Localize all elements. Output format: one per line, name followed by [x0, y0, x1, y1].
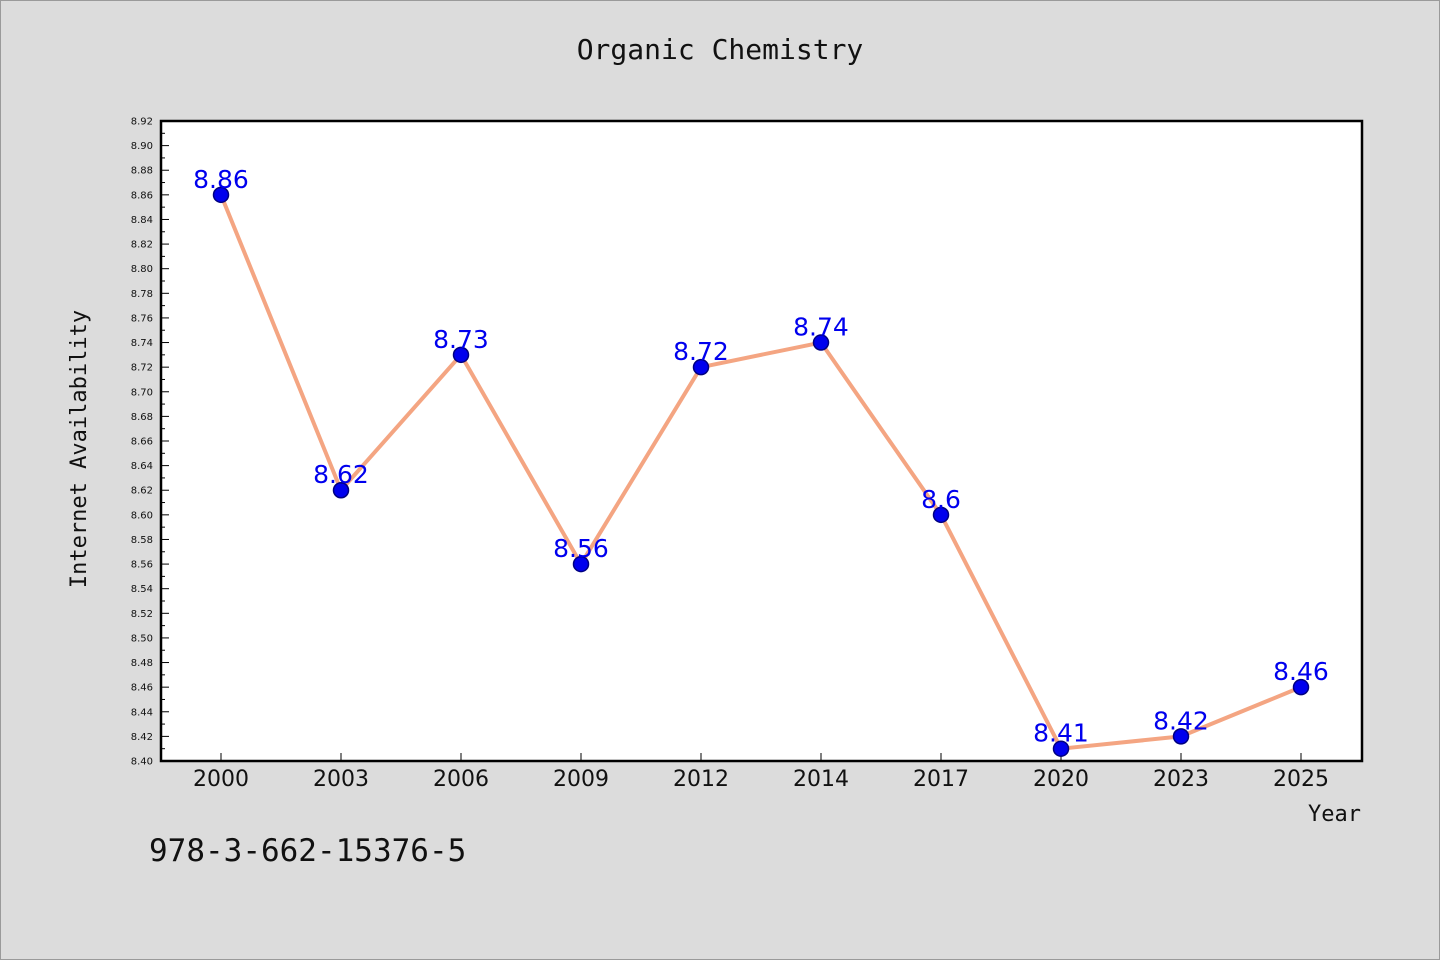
y-tick-label: 8.44 — [131, 707, 153, 718]
data-label: 8.46 — [1273, 657, 1329, 686]
y-tick-label: 8.40 — [131, 757, 153, 768]
data-label: 8.74 — [793, 313, 849, 342]
y-tick-label: 8.92 — [131, 117, 153, 128]
y-tick-label: 8.62 — [131, 486, 153, 497]
data-label: 8.86 — [193, 165, 249, 194]
x-tick-label: 2020 — [1033, 767, 1089, 792]
x-tick-label: 2006 — [433, 767, 489, 792]
data-point — [692, 358, 710, 376]
y-tick-label: 8.60 — [131, 510, 153, 521]
isbn-label: 978-3-662-15376-5 — [149, 833, 467, 869]
y-tick-label: 8.82 — [131, 240, 153, 251]
data-label: 8.56 — [553, 534, 609, 563]
y-tick-label: 8.66 — [131, 437, 153, 448]
data-point — [1052, 740, 1070, 757]
x-tick-label: 2025 — [1273, 767, 1329, 792]
data-point — [452, 346, 470, 364]
y-tick-label: 8.48 — [131, 658, 153, 669]
y-tick-label: 8.52 — [131, 609, 153, 620]
y-tick-label: 8.54 — [131, 584, 153, 595]
x-tick-label: 2023 — [1153, 767, 1209, 792]
y-tick-label: 8.78 — [131, 289, 153, 300]
y-tick-label: 8.76 — [131, 313, 153, 324]
x-tick-label: 2014 — [793, 767, 849, 792]
data-label: 8.73 — [433, 325, 489, 354]
plot-area — [159, 119, 1364, 763]
x-axis-label: Year — [1308, 802, 1361, 827]
y-tick-label: 8.86 — [131, 190, 153, 201]
y-tick-label: 8.80 — [131, 264, 153, 275]
data-point — [812, 334, 830, 351]
data-labels: 8.86 8.62 8.73 8.56 8.72 8.74 8.6 8.41 8.42 8.46 — [193, 165, 1329, 748]
data-label: 8.72 — [673, 337, 729, 366]
data-point — [932, 506, 950, 524]
y-tick-label: 8.84 — [131, 215, 153, 226]
x-tick-label: 2009 — [553, 767, 609, 792]
y-tick-label: 8.68 — [131, 412, 153, 423]
y-axis-label: Internet Availability — [67, 310, 92, 588]
data-point — [572, 555, 590, 573]
x-tick-label: 2017 — [913, 767, 969, 792]
x-tick-label: 2003 — [313, 767, 369, 792]
data-point — [332, 481, 350, 499]
data-label: 8.42 — [1153, 706, 1209, 735]
data-points — [212, 186, 1310, 757]
y-tick-label: 8.90 — [131, 141, 153, 152]
y-tick-label: 8.72 — [131, 363, 153, 374]
data-label: 8.41 — [1033, 719, 1089, 748]
y-tick-label: 8.46 — [131, 683, 153, 694]
data-point — [212, 186, 230, 204]
y-tick-label: 8.56 — [131, 560, 153, 571]
x-tick-label: 2000 — [193, 767, 249, 792]
y-axis-ticks: 8.40 8.42 8.44 8.46 8.48 8.50 8.52 8.54 8.56 8.58… — [131, 117, 169, 768]
y-tick-label: 8.42 — [131, 732, 153, 743]
data-point — [1292, 678, 1310, 696]
y-tick-label: 8.70 — [131, 387, 153, 398]
y-tick-label: 8.64 — [131, 461, 153, 472]
x-axis-ticks: 2000 2003 2006 2009 2012 2014 2017 2020 2023 2025 — [193, 753, 1329, 792]
x-tick-label: 2012 — [673, 767, 729, 792]
y-tick-label: 8.74 — [131, 338, 153, 349]
y-tick-label: 8.88 — [131, 166, 153, 177]
y-tick-label: 8.58 — [131, 535, 153, 546]
y-tick-label: 8.50 — [131, 633, 153, 644]
series-line — [219, 192, 1303, 751]
data-label: 8.6 — [921, 485, 961, 514]
data-label: 8.62 — [313, 460, 369, 489]
chart-title: Organic Chemistry — [576, 33, 864, 66]
data-point — [1172, 728, 1190, 745]
